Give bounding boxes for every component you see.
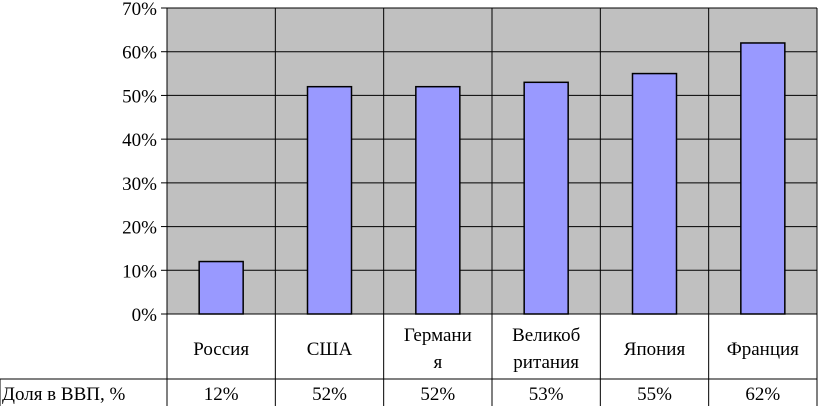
data-table: Доля в ВВП, % 12% 52% 52% 53% 55% 62% [2,384,780,405]
y-tick-label: 60% [122,43,157,64]
category-label: США [307,339,353,360]
data-label: 52% [312,384,347,405]
bar [198,260,244,315]
data-label: 12% [204,384,239,405]
bars [198,42,786,315]
data-label: 55% [637,384,672,405]
y-tick-label: 40% [122,130,157,151]
y-tick-label: 70% [122,0,157,20]
bar [523,81,569,315]
y-tick-label: 20% [122,218,157,239]
category-label: Франция [727,339,799,360]
category-label: Германи я [404,325,472,373]
y-tick-label: 50% [122,86,157,107]
category-label: Россия [193,339,249,360]
table-row-label: Доля в ВВП, % [2,384,125,405]
y-tick-label: 0% [132,305,158,326]
data-label: 62% [745,384,780,405]
data-label: 53% [529,384,564,405]
bar [740,42,786,315]
bar [306,85,353,315]
category-label: Великоб ритания [512,325,580,373]
y-tick-label: 10% [122,261,157,282]
bar [631,72,678,315]
y-tick-label: 30% [122,174,157,195]
y-axis-ticks: 0% 10% 20% 30% 40% 50% 60% 70% [122,0,167,326]
category-labels: Россия США Германи я Великоб ритания Япония Фра… [193,325,799,373]
gridlines [0,7,818,406]
category-label: Япония [624,339,686,360]
bar [415,85,461,315]
data-label: 52% [420,384,455,405]
